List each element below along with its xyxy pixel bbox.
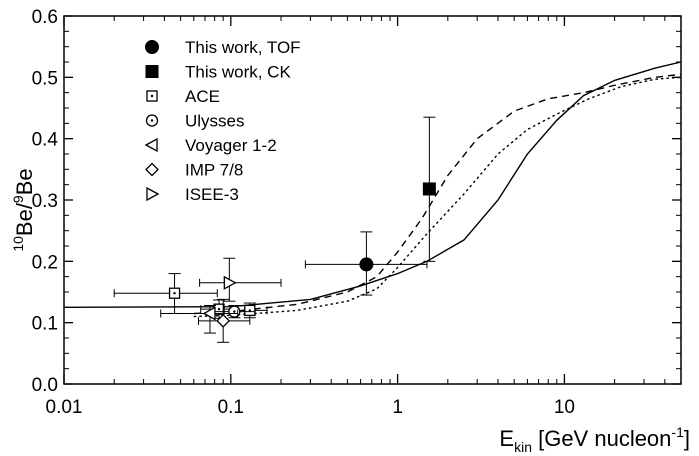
legend-entry: Ulysses — [145, 112, 245, 131]
y-tick-label: 0.0 — [32, 375, 58, 396]
triangle-left-marker — [202, 306, 216, 321]
legend-entry: ISEE-3 — [146, 185, 239, 204]
square-dot-marker — [244, 304, 256, 317]
legend-entry: This work, TOF — [145, 38, 301, 57]
x-tick-label: 10 — [554, 397, 575, 418]
data-point-square-filled — [422, 116, 436, 262]
legend-entry: ACE — [146, 87, 220, 106]
legend: This work, TOF This work, CK ACE Ulysses Voy… — [144, 38, 301, 204]
circle-filled-marker — [359, 257, 374, 272]
legend-entry: Voyager 1-2 — [144, 136, 277, 155]
x-tick-label: 1 — [392, 397, 403, 418]
data-point-triangle-left — [160, 304, 239, 334]
legend-label: IMP 7/8 — [185, 161, 243, 180]
solid-curve — [63, 61, 682, 308]
square-dot-marker — [168, 287, 181, 299]
legend-label: This work, TOF — [185, 38, 301, 57]
legend-circle-dot-marker — [145, 114, 159, 127]
legend-triangle-right-marker — [146, 186, 160, 202]
y-tick-label: 0.3 — [32, 191, 58, 212]
data-point-diamond — [197, 298, 251, 343]
y-axis-title: 10Be/9Be — [10, 168, 37, 251]
data-points — [113, 116, 436, 343]
legend-square-dot-marker — [146, 90, 158, 102]
legend-label: ACE — [185, 87, 220, 106]
triangle-right-marker — [223, 275, 237, 290]
square-filled-marker — [422, 182, 436, 196]
y-tick-label: 0.5 — [32, 68, 58, 89]
y-tick-label: 0.4 — [32, 130, 59, 151]
legend-entry: This work, CK — [145, 63, 291, 82]
legend-circle-filled-marker — [145, 40, 159, 54]
x-tick-label: 0.1 — [218, 397, 244, 418]
diamond-marker — [216, 313, 231, 328]
dotted-curve — [193, 76, 682, 318]
y-tick-label: 0.1 — [32, 314, 58, 335]
circle-dot-marker — [228, 305, 241, 318]
y-tick-label: 0.2 — [32, 252, 58, 273]
legend-label: Ulysses — [185, 112, 245, 131]
legend-entry: IMP 7/8 — [145, 161, 243, 180]
x-tick-label: 0.01 — [46, 397, 83, 418]
legend-diamond-marker — [145, 162, 159, 177]
y-tick-label: 0.6 — [32, 7, 58, 28]
axis-ticks: 0.0 0.1 0.2 0.3 0.4 0.5 0.6 0.01 0.1 1 10 — [32, 7, 682, 418]
legend-label: Voyager 1-2 — [185, 136, 277, 155]
model-curves — [63, 61, 682, 318]
data-point-circle-filled — [304, 231, 428, 296]
legend-square-filled-marker — [145, 65, 159, 78]
dashed-curve — [193, 73, 682, 315]
x-axis-title: Ekin [GeV nucleon-1] — [499, 424, 690, 455]
legend-label: ISEE-3 — [185, 185, 239, 204]
legend-triangle-left-marker — [144, 137, 158, 153]
legend-label: This work, CK — [185, 63, 291, 82]
data-point-triangle-right — [199, 257, 282, 302]
